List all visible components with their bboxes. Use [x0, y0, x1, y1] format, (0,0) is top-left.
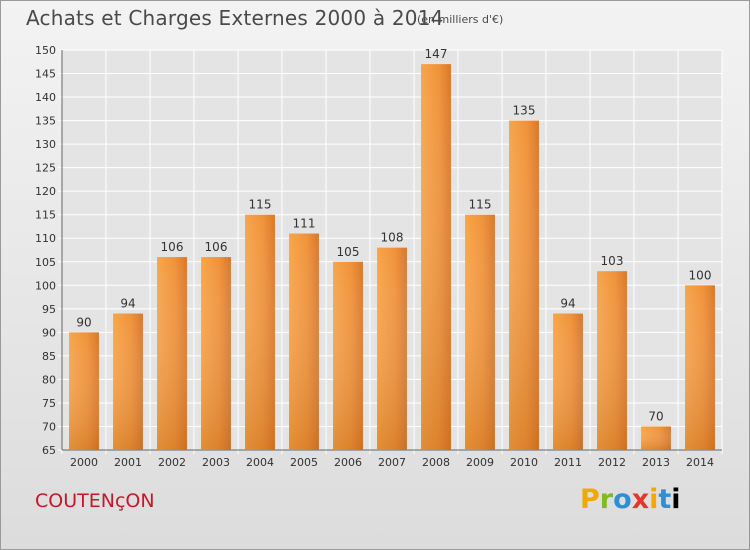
bar-value-label: 90 — [76, 315, 91, 329]
x-tick-label: 2002 — [158, 456, 186, 469]
y-tick-label: 70 — [42, 420, 56, 433]
y-tick-label: 100 — [35, 279, 56, 292]
bar-value-label: 106 — [161, 240, 184, 254]
bar-shade — [333, 261, 363, 450]
x-tick-label: 2012 — [598, 456, 626, 469]
logo-letter: o — [613, 484, 632, 515]
x-tick-label: 2006 — [334, 456, 362, 469]
logo-letter: P — [580, 484, 600, 515]
logo-letter: i — [671, 484, 681, 515]
chart-subtitle: (en milliers d'€) — [417, 13, 504, 26]
bar-shade — [201, 257, 231, 450]
logo-letter: x — [631, 484, 650, 515]
bar-shade — [553, 313, 583, 450]
bar-shade — [685, 285, 715, 450]
x-tick-label: 2014 — [686, 456, 714, 469]
bar-shade — [113, 313, 143, 450]
y-tick-label: 85 — [42, 350, 56, 363]
y-tick-label: 135 — [35, 115, 56, 128]
y-tick-label: 80 — [42, 373, 56, 386]
x-tick-label: 2005 — [290, 456, 318, 469]
x-tick-label: 2001 — [114, 456, 142, 469]
y-tick-label: 115 — [35, 209, 56, 222]
x-tick-label: 2011 — [554, 456, 582, 469]
data-labels: 90 94 106 106 115 111 105 108 147 115 135 94 103 70 10… — [76, 47, 711, 423]
proxiti-logo: Proxiti — [580, 484, 681, 515]
bar-value-label: 106 — [205, 240, 228, 254]
y-tick-label: 90 — [42, 326, 56, 339]
bar-value-label: 100 — [689, 268, 712, 282]
y-tick-label: 95 — [42, 303, 56, 316]
chart-title: Achats et Charges Externes 2000 à 2014 — [26, 6, 444, 30]
bar-value-label: 94 — [560, 297, 575, 311]
y-tick-label: 75 — [42, 397, 56, 410]
x-tick-label: 2000 — [70, 456, 98, 469]
y-tick-label: 105 — [35, 256, 56, 269]
bars — [69, 64, 715, 451]
y-tick-label: 145 — [35, 68, 56, 81]
y-tick-label: 110 — [35, 232, 56, 245]
bar-shade — [157, 257, 187, 450]
x-tick-label: 2007 — [378, 456, 406, 469]
bar-shade — [641, 426, 671, 450]
y-tick-label: 150 — [35, 44, 56, 57]
x-tick-label: 2010 — [510, 456, 538, 469]
x-tick-label: 2004 — [246, 456, 274, 469]
bar-value-label: 105 — [337, 245, 360, 259]
bar-shade — [377, 247, 407, 450]
bar-value-label: 115 — [249, 198, 272, 212]
commune-name: COUTENçON — [35, 490, 155, 512]
logo-letter: r — [599, 484, 614, 515]
axes: 65 70 75 80 85 90 95 100 105 110 115 120 125 130 135 14… — [35, 44, 722, 469]
bar-value-label: 70 — [648, 409, 663, 423]
bar-shade — [509, 120, 539, 451]
bar-value-label: 147 — [425, 47, 448, 61]
bar-shade — [465, 214, 495, 450]
y-tick-label: 125 — [35, 162, 56, 175]
bar-value-label: 103 — [601, 254, 624, 268]
y-tick-label: 140 — [35, 91, 56, 104]
logo-letter: t — [658, 484, 672, 515]
bar-value-label: 108 — [381, 231, 404, 245]
x-tick-label: 2008 — [422, 456, 450, 469]
bar-shade — [245, 214, 275, 450]
x-tick-label: 2003 — [202, 456, 230, 469]
bar-value-label: 111 — [293, 217, 316, 231]
logo-letter: i — [649, 484, 659, 515]
bar-value-label: 94 — [120, 297, 135, 311]
x-tick-label: 2009 — [466, 456, 494, 469]
y-tick-label: 130 — [35, 138, 56, 151]
bar-value-label: 135 — [513, 104, 536, 118]
x-tick-label: 2013 — [642, 456, 670, 469]
bar-shade — [597, 271, 627, 450]
bar-shade — [289, 233, 319, 450]
bar-value-label: 115 — [469, 198, 492, 212]
bar-shade — [69, 332, 99, 450]
bar-shade — [421, 64, 451, 450]
y-tick-label: 120 — [35, 185, 56, 198]
y-tick-label: 65 — [42, 444, 56, 457]
